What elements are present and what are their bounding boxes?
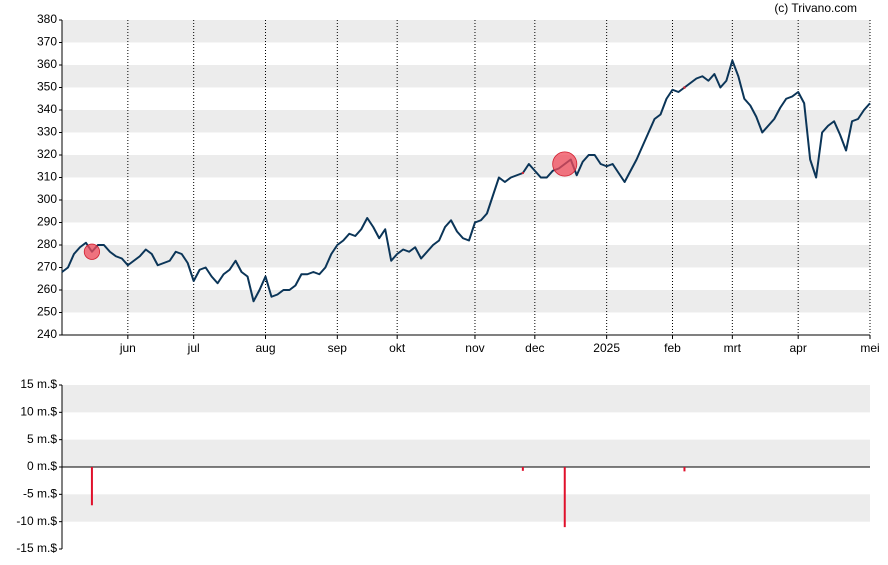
x-tick-label: aug — [255, 341, 275, 355]
y-tick-label: 330 — [37, 125, 57, 139]
x-tick-label: okt — [389, 341, 406, 355]
y-tick-label: 260 — [37, 282, 57, 296]
grid-band — [62, 65, 870, 88]
bar — [683, 467, 686, 472]
grid-band — [62, 245, 870, 268]
bar — [563, 467, 566, 528]
y-tick-label: 360 — [37, 57, 57, 71]
y-tick-label: 370 — [37, 35, 57, 49]
y-tick-label: -15 m.$ — [16, 541, 57, 555]
price-line — [61, 59, 871, 303]
x-tick-label: mrt — [724, 341, 742, 355]
grid-band — [62, 439, 870, 467]
y-tick-label: 340 — [37, 102, 57, 116]
y-tick-label: 5 m.$ — [27, 432, 57, 446]
grid-band — [62, 494, 870, 522]
y-tick-label: 320 — [37, 147, 57, 161]
y-tick-label: 350 — [37, 80, 57, 94]
y-tick-label: 240 — [37, 327, 57, 341]
grid-band — [62, 110, 870, 133]
x-tick-label: dec — [525, 341, 544, 355]
y-tick-label: 270 — [37, 260, 57, 274]
y-tick-label: 290 — [37, 215, 57, 229]
trade-marker — [521, 171, 525, 175]
x-tick-label: jul — [187, 341, 200, 355]
grid-band — [62, 200, 870, 223]
grid-band — [62, 155, 870, 178]
trade-marker — [683, 86, 686, 89]
grid-band — [62, 290, 870, 313]
y-tick-label: -10 m.$ — [16, 514, 57, 528]
x-tick-label: apr — [790, 341, 807, 355]
y-tick-label: 250 — [37, 305, 57, 319]
y-tick-label: 10 m.$ — [20, 405, 57, 419]
x-tick-label: 2025 — [593, 341, 620, 355]
trade-marker — [552, 151, 578, 177]
y-tick-label: 380 — [37, 12, 57, 26]
y-tick-label: 0 m.$ — [27, 459, 57, 473]
x-tick-label: jun — [119, 341, 136, 355]
y-tick-label: -5 m.$ — [23, 487, 57, 501]
bar — [521, 467, 524, 471]
grid-band — [62, 20, 870, 43]
x-tick-label: feb — [664, 341, 681, 355]
bar — [90, 467, 93, 506]
x-tick-label: mei — [860, 341, 879, 355]
y-tick-label: 280 — [37, 237, 57, 251]
grid-band — [62, 385, 870, 413]
y-tick-label: 15 m.$ — [20, 377, 57, 391]
x-tick-label: nov — [465, 341, 484, 355]
x-tick-label: sep — [328, 341, 348, 355]
trade-marker — [83, 243, 101, 260]
credit: (c) Trivano.com — [774, 1, 857, 15]
y-tick-label: 300 — [37, 192, 57, 206]
y-tick-label: 310 — [37, 170, 57, 184]
